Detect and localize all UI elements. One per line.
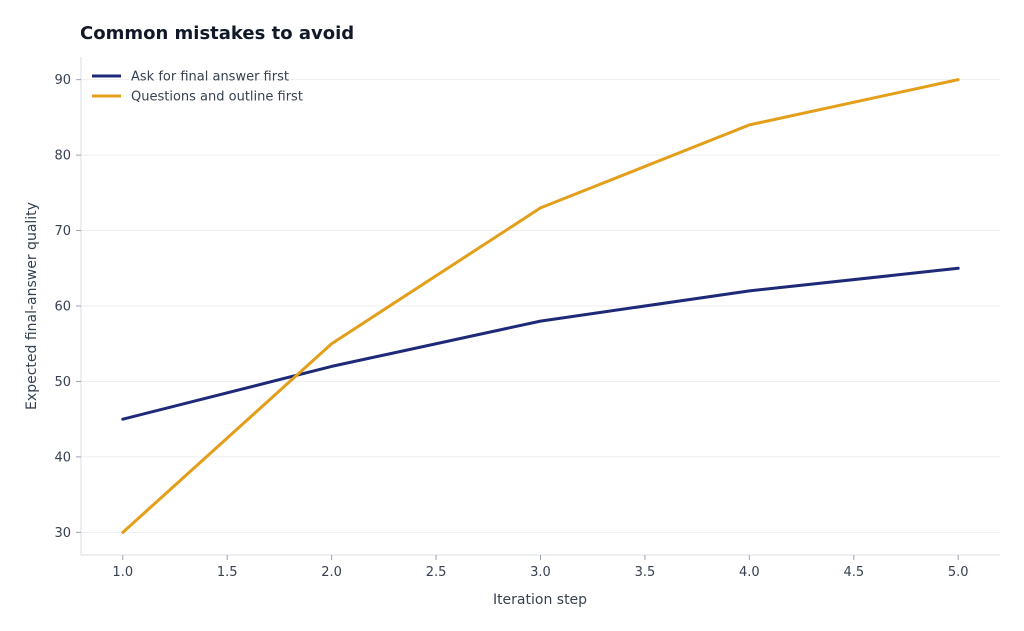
y-tick-label: 40: [54, 450, 71, 465]
x-tick-label: 1.5: [217, 565, 238, 580]
x-tick-label: 2.5: [426, 565, 447, 580]
x-tick-label: 4.5: [843, 565, 864, 580]
y-tick-label: 70: [54, 224, 71, 239]
legend-label-1: Questions and outline first: [131, 90, 303, 105]
y-tick-label: 90: [54, 73, 71, 88]
x-tick-label: 3.0: [530, 565, 551, 580]
x-tick-label: 3.5: [635, 565, 656, 580]
x-tick-label: 2.0: [321, 565, 342, 580]
x-tick-label: 1.0: [112, 565, 133, 580]
y-tick-label: 60: [54, 300, 71, 315]
legend: Ask for final answer first Questions and …: [92, 70, 303, 105]
x-tick-label: 5.0: [948, 565, 969, 580]
y-ticks: 30 40 50 60 70 80 90: [54, 73, 81, 541]
series-line-0: [121, 266, 960, 421]
series-line-1: [121, 78, 960, 534]
y-axis-label: Expected final-answer quality: [24, 202, 40, 410]
x-ticks: 1.0 1.5 2.0 2.5 3.0 3.5 4.0 4.5 5.0: [112, 555, 969, 580]
x-axis-label: Iteration step: [493, 592, 587, 608]
y-tick-label: 80: [54, 149, 71, 164]
x-tick-label: 4.0: [739, 565, 760, 580]
y-tick-label: 50: [54, 375, 71, 390]
series-lines: [121, 78, 960, 534]
grid-lines: [81, 79, 1000, 533]
chart-title: Common mistakes to avoid: [80, 23, 354, 44]
y-tick-label: 30: [54, 526, 71, 541]
legend-label-0: Ask for final answer first: [131, 70, 289, 85]
